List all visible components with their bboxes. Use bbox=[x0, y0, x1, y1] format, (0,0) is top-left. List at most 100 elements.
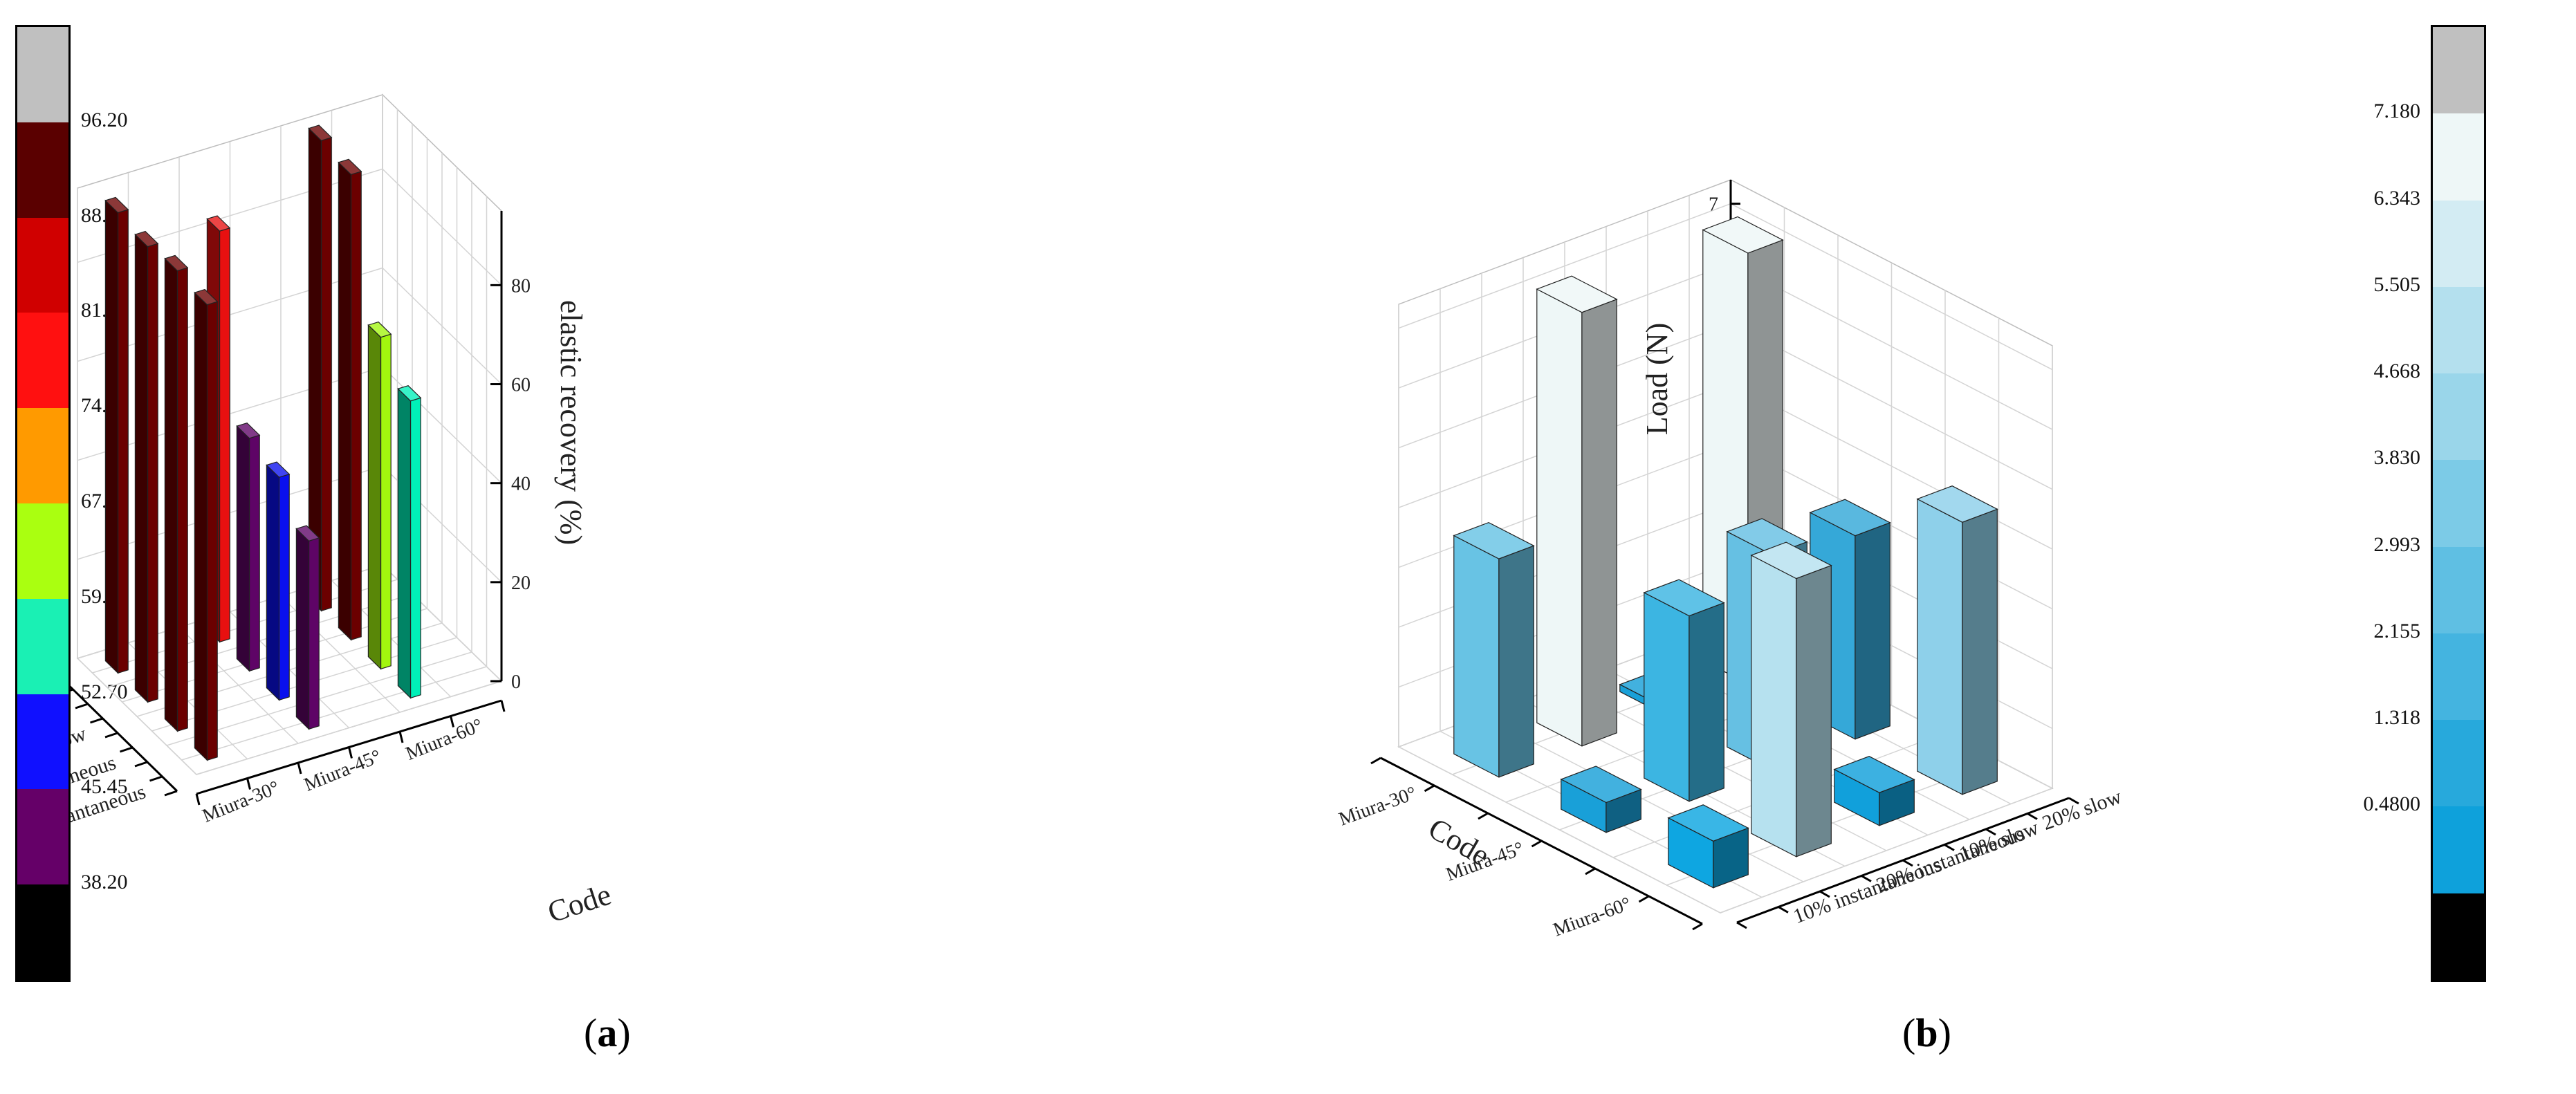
y-tick bbox=[1736, 921, 1747, 929]
bar-face bbox=[147, 243, 158, 703]
bar-face bbox=[266, 464, 280, 701]
bar-face bbox=[1453, 521, 1535, 559]
bar-face bbox=[236, 425, 250, 672]
bar-face bbox=[397, 385, 422, 402]
gridline bbox=[1481, 715, 1804, 882]
panel-letter-a: a bbox=[597, 1010, 618, 1055]
y-tick bbox=[1778, 906, 1789, 914]
bar-face bbox=[1796, 564, 1832, 857]
x-tick-label: Miura-45° bbox=[301, 745, 384, 796]
colorbar-swatch bbox=[17, 27, 68, 123]
x-tick bbox=[1478, 812, 1489, 820]
colorbar-swatch bbox=[2433, 200, 2484, 288]
bar bbox=[1560, 766, 1642, 833]
bar-face bbox=[1689, 602, 1724, 802]
y-tick bbox=[149, 775, 163, 782]
y-tick-label: 10% instantaneous bbox=[71, 780, 149, 850]
bar-face bbox=[1536, 288, 1583, 747]
y-tick bbox=[90, 717, 103, 724]
colorbar-swatch bbox=[17, 598, 68, 695]
x-tick bbox=[1692, 923, 1703, 931]
x-tick bbox=[1585, 867, 1596, 875]
colorbar-tick-label: 4.668 bbox=[2373, 360, 2421, 383]
y-tick bbox=[1861, 875, 1872, 882]
x-tick bbox=[1424, 784, 1435, 792]
y-tick bbox=[2068, 797, 2079, 805]
colorbar-swatch bbox=[2433, 720, 2484, 808]
bar-face bbox=[1644, 592, 1690, 802]
colorbar-swatch bbox=[2433, 113, 2484, 201]
bar bbox=[397, 385, 422, 699]
z-tick-label: 60 bbox=[511, 375, 531, 396]
bar-face bbox=[1643, 579, 1725, 617]
bar-face bbox=[367, 321, 392, 338]
x-tick bbox=[398, 731, 404, 743]
bar-face bbox=[104, 196, 129, 214]
bar bbox=[1833, 756, 1915, 826]
bar-face bbox=[1833, 756, 1915, 793]
colorbar-tick-label: 5.505 bbox=[2373, 272, 2421, 296]
bar-face bbox=[164, 257, 178, 732]
y-tick bbox=[2027, 813, 2038, 820]
bar bbox=[1643, 579, 1725, 802]
bar-face bbox=[1702, 216, 1784, 254]
bar-face bbox=[248, 434, 260, 672]
y-tick bbox=[134, 761, 148, 768]
colorbar-swatch bbox=[2433, 373, 2484, 461]
bar-face bbox=[380, 333, 392, 670]
colorbar-tick-label: 7.180 bbox=[2373, 100, 2421, 123]
gridline bbox=[196, 680, 502, 775]
colorbar-swatch bbox=[17, 789, 68, 885]
bar-face bbox=[1536, 275, 1618, 313]
bar-face bbox=[1560, 766, 1642, 804]
colorbar-swatch bbox=[17, 122, 68, 219]
colorbar-swatch bbox=[2433, 893, 2484, 981]
bar-face bbox=[236, 423, 261, 439]
bar bbox=[338, 158, 362, 641]
y-tick bbox=[120, 746, 133, 753]
y-tick bbox=[1944, 844, 1955, 851]
x-axis-title: Code bbox=[544, 878, 615, 929]
colorbar-swatch bbox=[17, 408, 68, 504]
x-tick bbox=[1638, 895, 1650, 903]
bar-face bbox=[308, 537, 320, 730]
y-tick bbox=[1985, 828, 1996, 836]
bar-face bbox=[1962, 508, 1998, 795]
bar-face bbox=[1581, 298, 1617, 747]
y-tick bbox=[1902, 859, 1913, 867]
bar bbox=[1667, 804, 1749, 889]
bar bbox=[1536, 275, 1618, 747]
panel-label-a: (a) bbox=[584, 1010, 631, 1055]
bar bbox=[236, 423, 261, 672]
x-tick-label: Miura-60° bbox=[403, 714, 486, 765]
bar bbox=[1916, 485, 1998, 795]
bar-face bbox=[164, 254, 189, 272]
bar-face bbox=[295, 528, 310, 730]
bar-face bbox=[1453, 535, 1500, 778]
x-tick bbox=[1531, 840, 1543, 848]
bar bbox=[1750, 541, 1832, 857]
bar-face bbox=[134, 233, 149, 703]
bar bbox=[134, 230, 159, 703]
bar bbox=[104, 196, 129, 674]
colorbar-swatch bbox=[17, 884, 68, 981]
colorbar-swatch bbox=[17, 217, 68, 313]
bar-face bbox=[367, 324, 382, 670]
bar bbox=[1453, 521, 1535, 778]
gridline bbox=[181, 666, 487, 761]
z-tick-label: 40 bbox=[511, 474, 531, 495]
bar-face bbox=[176, 267, 188, 732]
bar bbox=[194, 288, 219, 761]
bar-face bbox=[410, 397, 421, 699]
x-tick-label: Miura-30° bbox=[1336, 782, 1419, 830]
bar bbox=[295, 525, 320, 730]
bar-face bbox=[308, 124, 333, 141]
colorbar-swatch bbox=[2433, 460, 2484, 548]
z-tick-label: 80 bbox=[511, 275, 531, 297]
x-tick bbox=[297, 762, 302, 775]
bar-face bbox=[194, 291, 208, 761]
colorbar-tick-label: 96.20 bbox=[81, 108, 128, 131]
z-tick-label: 20 bbox=[511, 573, 531, 594]
bar-face bbox=[1809, 499, 1891, 537]
bar-face bbox=[206, 301, 218, 761]
